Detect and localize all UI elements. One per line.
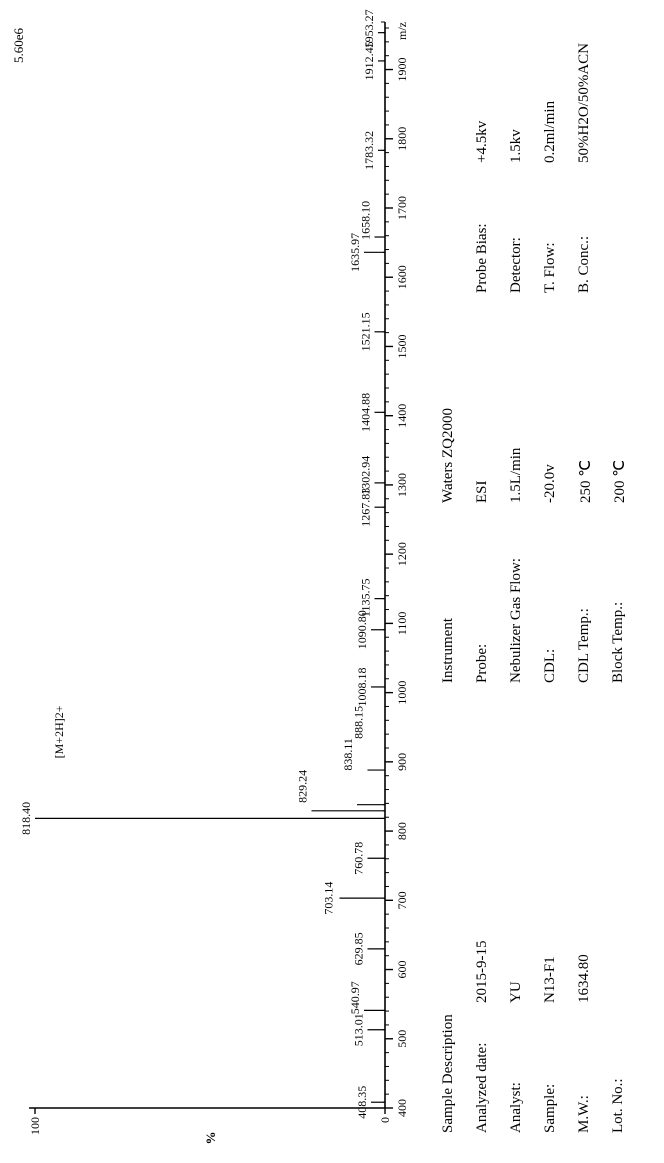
peak-label: 1008.18: [355, 667, 369, 706]
x-tick-label: 1200: [395, 542, 409, 566]
y-axis-label: %: [203, 1132, 218, 1145]
section-title: Sample Description: [440, 1014, 457, 1133]
peak-label: 1521.15: [359, 312, 373, 351]
peak-label: 829.24: [296, 770, 310, 803]
info-label: Analyst:: [508, 1082, 525, 1133]
info-value: YU: [508, 981, 525, 1003]
x-tick-label: 1600: [395, 265, 409, 289]
x-tick-label: 1900: [395, 58, 409, 82]
x-tick-label: 600: [395, 961, 409, 979]
peak-label: 1302.94: [359, 456, 373, 495]
info-value: 2015-9-15: [474, 941, 491, 1004]
peak-label: 1404.88: [359, 393, 373, 432]
info-label: Sample:: [542, 1084, 559, 1133]
peak-label: 540.97: [348, 981, 362, 1014]
x-tick-label: 1000: [395, 681, 409, 705]
info-label: Probe:: [474, 644, 491, 683]
info-label: Probe Bias:: [474, 223, 491, 293]
info-label: Instrument: [440, 618, 457, 683]
peak-label: 888.15: [352, 706, 366, 739]
info-value: +4.5kv: [474, 121, 491, 163]
info-label: Detector:: [508, 237, 525, 293]
info-label: B. Conc.:: [576, 236, 593, 293]
x-tick-label: 1100: [395, 612, 409, 636]
info-label: Analyzed date:: [474, 1043, 491, 1133]
x-tick-label: 700: [395, 891, 409, 909]
intensity-label: 5.60e6: [11, 28, 26, 64]
peak-label: 838.11: [341, 738, 355, 771]
x-tick-label: 1400: [395, 404, 409, 428]
info-value: ESI: [474, 481, 491, 504]
info-value: 250 ℃: [576, 460, 595, 503]
x-tick-label: 400: [395, 1099, 409, 1117]
mass-spectrum-chart: 0 100% 400 500 600 700 800 900 1000 1100 1200 1300 1…: [0, 0, 420, 1163]
info-value: 0.2ml/min: [542, 101, 559, 163]
peak-label: 408.35: [355, 1086, 369, 1119]
peak-label: 629.85: [352, 932, 366, 965]
peak-label: 703.14: [322, 882, 336, 915]
peak-label: 1658.10: [359, 201, 373, 240]
info-value: Waters ZQ2000: [440, 408, 457, 503]
info-label: Lot. No.:: [610, 1078, 627, 1133]
x-tick-label: 1300: [395, 473, 409, 497]
x-tick-label: 1800: [395, 127, 409, 151]
peak-label: 1135.75: [359, 578, 373, 617]
info-label: T. Flow:: [542, 242, 559, 293]
peak-label: 818.40: [19, 802, 33, 835]
peak-label: 1953.27: [362, 9, 376, 48]
y-tick-label: 0: [378, 1117, 392, 1123]
info-label: Block Temp.:: [610, 602, 627, 683]
info-value: 200 ℃: [610, 460, 629, 503]
info-value: 1634.80: [576, 954, 593, 1003]
info-value: 1.5L/min: [508, 448, 525, 503]
x-tick-label: 1700: [395, 196, 409, 220]
info-label: Nebulizer Gas Flow:: [508, 558, 525, 683]
x-tick-label: 800: [395, 822, 409, 840]
x-tick-label: 1500: [395, 334, 409, 358]
info-label: CDL:: [542, 649, 559, 683]
info-label: CDL Temp.:: [576, 608, 593, 683]
y-tick-label: 100: [28, 1117, 42, 1135]
x-tick-label: 900: [395, 753, 409, 771]
peak-label: 1783.32: [362, 131, 376, 170]
x-axis-label: m/z: [395, 22, 409, 40]
info-value: 50%H2O/50%ACN: [576, 43, 593, 163]
peak-label: 513.01: [352, 1013, 366, 1046]
info-value: -20.0v: [542, 464, 559, 503]
base-peak-annotation: [M+2H]2+: [52, 705, 66, 758]
x-tick-label: 500: [395, 1030, 409, 1048]
info-value: 1.5kv: [508, 129, 525, 163]
info-label: M.W.:: [576, 1095, 593, 1133]
peak-label: 760.78: [352, 842, 366, 875]
info-value: N13-F1: [542, 956, 559, 1003]
